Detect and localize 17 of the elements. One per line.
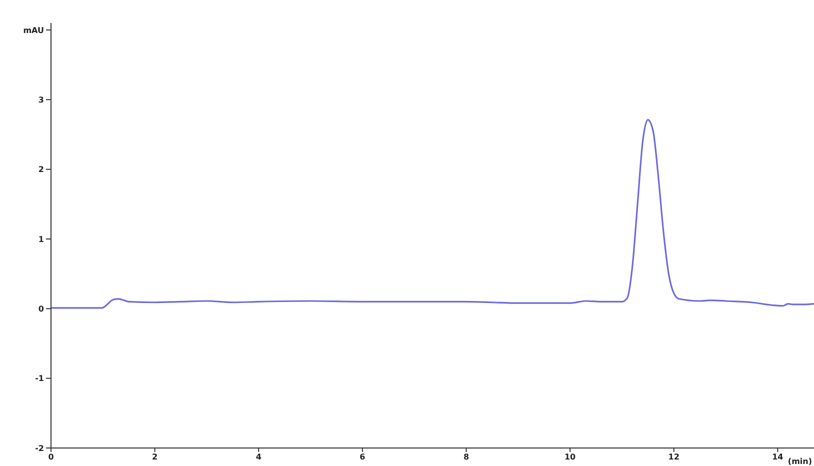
- y-tick-label: 1: [38, 234, 44, 244]
- y-tick-label: 0: [38, 304, 44, 314]
- y-tick-label: -2: [35, 444, 44, 453]
- x-tick-label: 14: [772, 452, 784, 462]
- x-tick-label: 10: [564, 452, 576, 462]
- x-tick-label: 6: [360, 452, 366, 462]
- y-tick-label: mAU: [23, 26, 44, 35]
- x-tick-label: 0: [48, 452, 54, 462]
- x-tick-label: 2: [152, 452, 158, 462]
- line-series: [51, 119, 814, 309]
- x-tick-label: 12: [668, 452, 680, 462]
- x-tick-label: 4: [256, 452, 262, 462]
- x-axis-title: (min): [788, 457, 812, 466]
- y-tick-label: 2: [38, 165, 44, 174]
- y-tick-label: -1: [35, 374, 44, 384]
- y-tick-label: 3: [38, 95, 44, 104]
- x-tick-label: 8: [463, 452, 470, 462]
